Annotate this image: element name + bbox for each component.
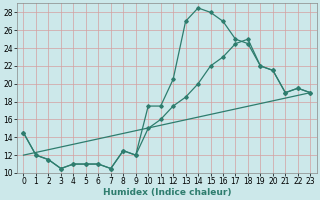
X-axis label: Humidex (Indice chaleur): Humidex (Indice chaleur) [103, 188, 231, 197]
